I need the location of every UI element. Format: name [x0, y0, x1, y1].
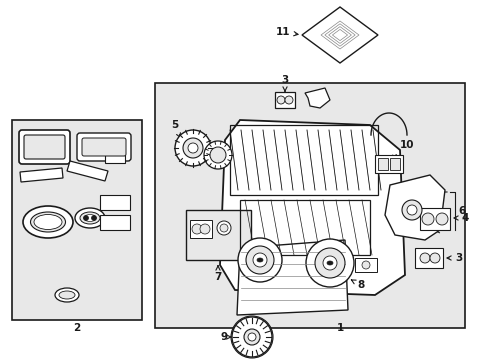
Bar	[414, 248, 442, 268]
Bar	[100, 195, 130, 210]
Text: 5: 5	[170, 120, 180, 138]
Circle shape	[83, 216, 88, 220]
Text: 2: 2	[73, 323, 81, 333]
Circle shape	[314, 248, 345, 278]
Circle shape	[175, 130, 210, 166]
FancyBboxPatch shape	[19, 130, 70, 164]
Circle shape	[419, 253, 429, 263]
Bar	[105, 155, 125, 163]
Bar	[274, 92, 294, 108]
Text: 10: 10	[390, 140, 414, 159]
Bar	[374, 155, 402, 173]
Bar	[419, 208, 449, 230]
Circle shape	[217, 221, 230, 235]
Circle shape	[192, 224, 202, 234]
Ellipse shape	[80, 212, 100, 224]
Circle shape	[91, 216, 96, 220]
Circle shape	[244, 329, 260, 345]
Bar	[100, 215, 130, 230]
Circle shape	[361, 261, 369, 269]
Circle shape	[435, 213, 447, 225]
Text: 6: 6	[457, 206, 464, 216]
Circle shape	[285, 96, 292, 104]
Bar	[354, 258, 376, 272]
Ellipse shape	[55, 288, 79, 302]
Circle shape	[276, 96, 285, 104]
Text: 9: 9	[221, 332, 231, 342]
Polygon shape	[302, 7, 377, 63]
Circle shape	[421, 213, 433, 225]
Ellipse shape	[59, 291, 75, 299]
Polygon shape	[220, 120, 404, 295]
Ellipse shape	[326, 261, 332, 265]
Circle shape	[200, 224, 209, 234]
Circle shape	[401, 200, 421, 220]
Circle shape	[220, 224, 227, 232]
Circle shape	[231, 317, 271, 357]
Text: 3: 3	[446, 253, 461, 263]
Polygon shape	[67, 161, 108, 181]
Circle shape	[183, 138, 203, 158]
Circle shape	[245, 246, 273, 274]
Bar	[185, 210, 250, 260]
Ellipse shape	[30, 212, 65, 232]
Polygon shape	[384, 175, 444, 240]
Polygon shape	[237, 240, 347, 315]
Circle shape	[238, 238, 282, 282]
Bar	[240, 200, 369, 255]
Bar	[377, 158, 387, 170]
Ellipse shape	[23, 206, 73, 238]
Bar	[12, 120, 142, 320]
Bar	[155, 83, 464, 328]
Ellipse shape	[75, 208, 105, 228]
Polygon shape	[20, 168, 63, 182]
Text: 7: 7	[214, 266, 221, 282]
Circle shape	[247, 333, 256, 341]
Ellipse shape	[84, 215, 96, 221]
Text: 8: 8	[351, 280, 364, 290]
Ellipse shape	[257, 258, 263, 262]
FancyBboxPatch shape	[77, 133, 131, 161]
Circle shape	[323, 256, 336, 270]
Text: 3: 3	[281, 75, 288, 91]
Circle shape	[203, 141, 231, 169]
Ellipse shape	[34, 215, 62, 230]
Circle shape	[305, 239, 353, 287]
Circle shape	[429, 253, 439, 263]
Circle shape	[187, 143, 198, 153]
FancyBboxPatch shape	[82, 138, 126, 156]
Text: 4: 4	[453, 213, 468, 223]
Circle shape	[406, 205, 416, 215]
Circle shape	[209, 147, 225, 163]
Bar	[229, 125, 377, 195]
Text: 11: 11	[275, 27, 297, 37]
Text: 1: 1	[336, 323, 343, 333]
Bar	[190, 220, 212, 238]
Bar	[389, 158, 399, 170]
FancyBboxPatch shape	[24, 135, 65, 159]
Polygon shape	[305, 88, 329, 108]
Circle shape	[252, 253, 266, 267]
